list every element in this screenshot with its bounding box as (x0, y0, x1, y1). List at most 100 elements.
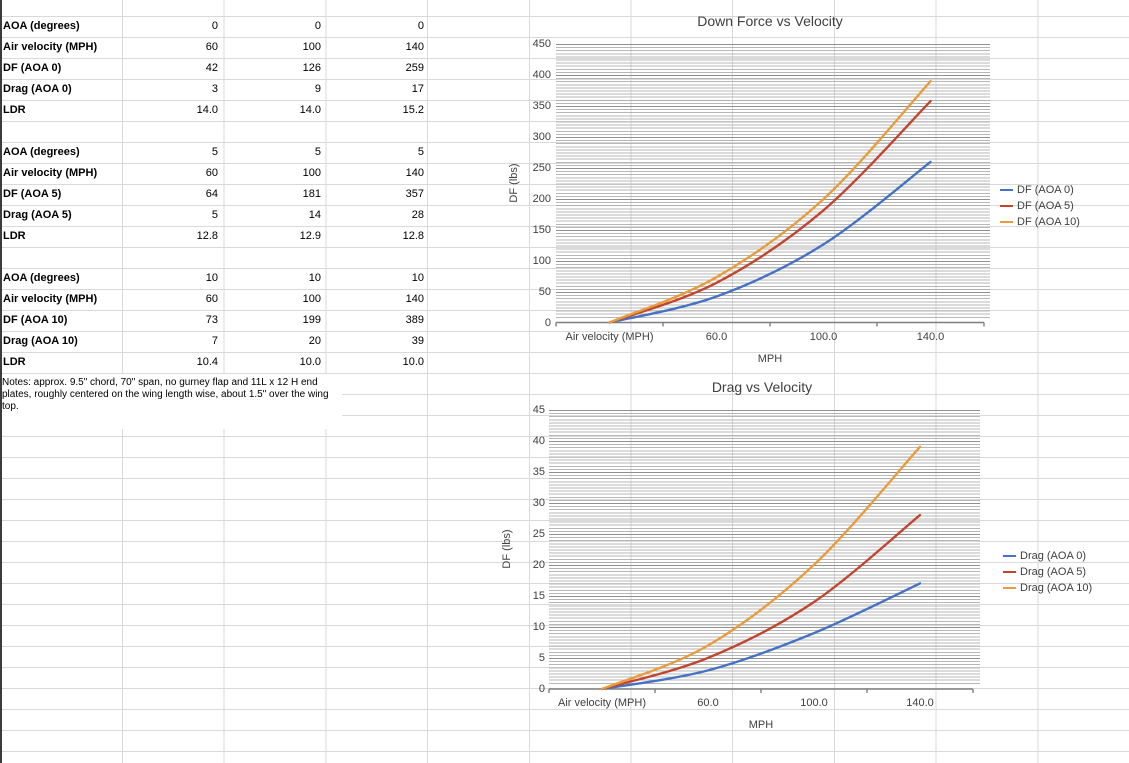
value-cell[interactable]: 5 (314, 146, 321, 158)
value-cell[interactable]: 5 (417, 146, 424, 158)
legend-entry[interactable]: Drag (AOA 0) (1003, 548, 1092, 564)
value-cell[interactable]: 28 (411, 209, 424, 221)
value-cell[interactable]: 5 (211, 146, 218, 158)
row-label-cell[interactable]: DF (AOA 0) (3, 62, 62, 74)
series-line (608, 80, 932, 324)
value-cell[interactable]: 140 (405, 293, 424, 305)
row-label-cell[interactable]: LDR (3, 356, 26, 368)
row-label-cell[interactable]: Air velocity (MPH) (3, 167, 98, 179)
y-axis-tick-label: 40 (532, 434, 545, 447)
value-cell[interactable]: 0 (211, 20, 218, 32)
y-axis-tick-label: 400 (532, 68, 551, 81)
row-label-cell[interactable]: LDR (3, 230, 26, 242)
row-label-cell[interactable]: Air velocity (MPH) (3, 41, 98, 53)
value-cell[interactable]: 10 (308, 272, 321, 284)
value-cell[interactable]: 60 (205, 167, 218, 179)
value-cell[interactable]: 14.0 (299, 104, 321, 116)
value-cell[interactable]: 20 (308, 335, 321, 347)
value-cell[interactable]: 181 (302, 188, 321, 200)
y-axis-tick-label: 350 (532, 99, 551, 112)
x-axis-tick-label: 100.0 (809, 331, 838, 343)
value-cell[interactable]: 12.8 (196, 230, 218, 242)
y-axis-tick-label: 10 (532, 620, 545, 633)
y-axis-tick-label: 25 (532, 527, 545, 540)
table-row: Drag (AOA 5) 5 14 28 (0, 205, 430, 226)
legend-entry[interactable]: DF (AOA 10) (1000, 214, 1080, 230)
series-line (600, 513, 922, 691)
value-cell[interactable]: 73 (205, 314, 218, 326)
value-cell[interactable]: 357 (405, 188, 424, 200)
table-row: AOA (degrees) 5 5 5 (0, 142, 430, 163)
y-axis-tick-label: 15 (532, 589, 545, 602)
value-cell[interactable]: 39 (411, 335, 424, 347)
table-row: LDR 10.4 10.0 10.0 (0, 352, 430, 373)
value-cell[interactable]: 140 (405, 167, 424, 179)
row-label-cell[interactable]: LDR (3, 104, 26, 116)
legend-entry[interactable]: DF (AOA 5) (1000, 198, 1080, 214)
y-axis-tick-label: 45 (532, 403, 545, 416)
value-cell[interactable]: 389 (405, 314, 424, 326)
value-cell[interactable]: 10 (205, 272, 218, 284)
value-cell[interactable]: 14 (308, 209, 321, 221)
x-axis-tick-label: 100.0 (800, 697, 828, 709)
value-cell[interactable]: 15.2 (402, 104, 424, 116)
legend-line-marker (1000, 188, 1013, 192)
value-cell[interactable]: 100 (302, 167, 321, 179)
legend-line-marker (1003, 586, 1016, 590)
legend-entry[interactable]: Drag (AOA 5) (1003, 564, 1092, 580)
row-label-cell[interactable]: DF (AOA 10) (3, 314, 68, 326)
row-label-cell[interactable]: AOA (degrees) (3, 272, 80, 284)
row-label-cell[interactable]: Air velocity (MPH) (3, 293, 98, 305)
value-cell[interactable]: 12.8 (402, 230, 424, 242)
table-row: DF (AOA 10) 73 199 389 (0, 310, 430, 331)
row-label-cell[interactable]: Drag (AOA 0) (3, 83, 72, 95)
value-cell[interactable]: 10 (411, 272, 424, 284)
value-cell[interactable]: 42 (205, 62, 218, 74)
x-axis-title: MPH (748, 719, 774, 731)
value-cell[interactable]: 259 (405, 62, 424, 74)
value-cell[interactable]: 60 (205, 41, 218, 53)
legend-entry[interactable]: DF (AOA 0) (1000, 182, 1080, 198)
value-cell[interactable]: 5 (211, 209, 218, 221)
value-cell[interactable]: 3 (211, 83, 218, 95)
value-cell[interactable]: 12.9 (299, 230, 321, 242)
value-cell[interactable]: 7 (211, 335, 218, 347)
value-cell[interactable]: 14.0 (196, 104, 218, 116)
y-axis-title: DF (lbs) (508, 163, 520, 203)
series-line (600, 582, 922, 691)
value-cell[interactable]: 10.4 (196, 356, 218, 368)
value-cell[interactable]: 0 (314, 20, 321, 32)
value-cell[interactable]: 10.0 (299, 356, 321, 368)
row-label-cell[interactable]: DF (AOA 5) (3, 188, 62, 200)
series-line (600, 445, 922, 691)
notes-cell[interactable]: Notes: approx. 9.5" chord, 70" span, no … (2, 374, 342, 429)
row-label-cell[interactable]: AOA (degrees) (3, 20, 80, 32)
value-cell[interactable]: 64 (205, 188, 218, 200)
value-cell[interactable]: 0 (417, 20, 424, 32)
legend-entry[interactable]: Drag (AOA 10) (1003, 580, 1092, 596)
x-axis-tick-label: 140.0 (916, 331, 945, 343)
value-cell[interactable]: 17 (411, 83, 424, 95)
value-cell[interactable]: 100 (302, 41, 321, 53)
y-axis-tick-label: 250 (532, 161, 551, 174)
y-axis-tick-label: 150 (532, 223, 551, 236)
value-cell[interactable]: 140 (405, 41, 424, 53)
value-cell[interactable]: 126 (302, 62, 321, 74)
y-axis-tick-label: 0 (544, 316, 551, 329)
x-axis-title: MPH (757, 353, 783, 365)
table-row: LDR 12.8 12.9 12.8 (0, 226, 430, 247)
row-label-cell[interactable]: Drag (AOA 10) (3, 335, 78, 347)
row-label-cell[interactable]: Drag (AOA 5) (3, 209, 72, 221)
row-label-cell[interactable]: AOA (degrees) (3, 146, 80, 158)
value-cell[interactable]: 100 (302, 293, 321, 305)
value-cell[interactable]: 9 (314, 83, 321, 95)
table-row: LDR 14.0 14.0 15.2 (0, 100, 430, 121)
x-axis-tick-label: 60.0 (697, 697, 719, 709)
value-cell[interactable]: 199 (302, 314, 321, 326)
value-cell[interactable]: 60 (205, 293, 218, 305)
y-axis-tick-label: 35 (532, 465, 545, 478)
value-cell[interactable]: 10.0 (402, 356, 424, 368)
series-line (608, 160, 932, 324)
